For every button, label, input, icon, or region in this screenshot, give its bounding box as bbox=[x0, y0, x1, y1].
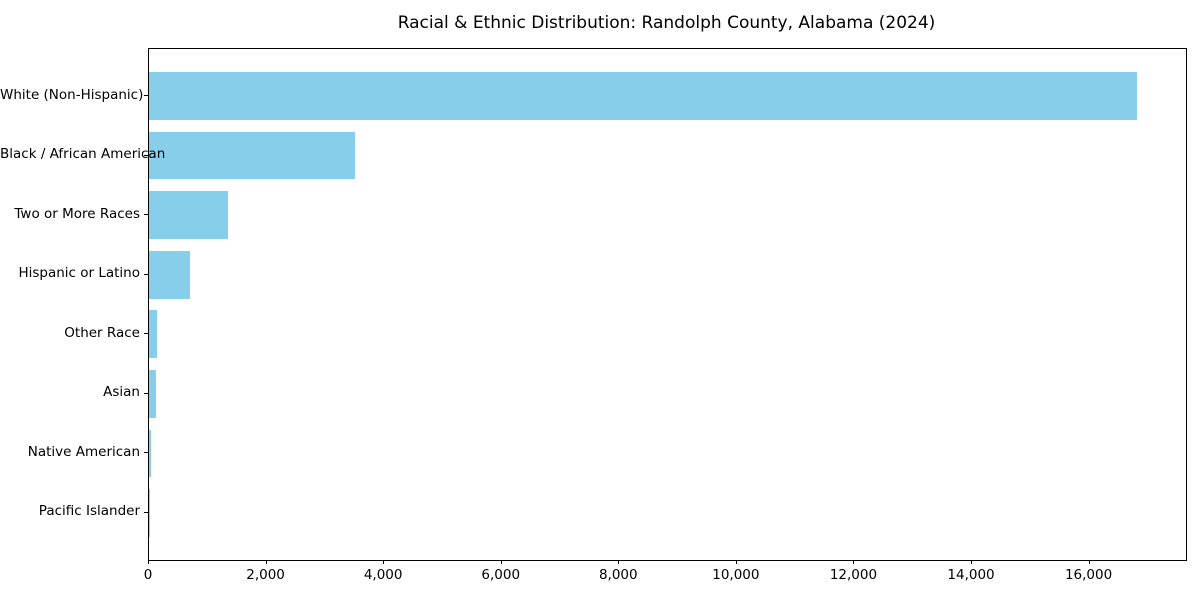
y-tick-label: Black / African American bbox=[0, 146, 166, 163]
x-tick-label: 4,000 bbox=[363, 567, 403, 583]
bar-hispanic-or-latino bbox=[149, 250, 190, 299]
y-tick-mark bbox=[144, 273, 148, 275]
y-tick-label: Other Race bbox=[64, 324, 140, 341]
x-tick-mark bbox=[1088, 560, 1090, 564]
y-tick-mark bbox=[144, 511, 148, 513]
x-tick-mark bbox=[735, 560, 737, 564]
bar-two-or-more-races bbox=[149, 191, 228, 239]
bar-pacific-islander bbox=[149, 489, 150, 537]
x-tick-mark bbox=[618, 560, 620, 564]
bar-white-non-hispanic bbox=[149, 72, 1137, 120]
y-tick-label: Two or More Races bbox=[14, 205, 140, 222]
x-tick-mark bbox=[853, 560, 855, 564]
y-tick-label: Native American bbox=[27, 443, 140, 460]
x-tick-mark bbox=[971, 560, 973, 564]
x-tick-label: 2,000 bbox=[246, 567, 285, 583]
bar-other-race bbox=[149, 310, 158, 359]
y-tick-label: Hispanic or Latino bbox=[18, 265, 140, 282]
bar-asian bbox=[149, 370, 157, 418]
x-tick-mark bbox=[383, 560, 385, 564]
bar-black-african-american bbox=[149, 131, 355, 180]
x-tick-label: 6,000 bbox=[481, 567, 521, 583]
x-tick-label: 0 bbox=[143, 567, 153, 583]
y-tick-label: Pacific Islander bbox=[38, 503, 140, 520]
y-tick-mark bbox=[144, 95, 148, 97]
x-tick-label: 10,000 bbox=[712, 567, 760, 583]
y-tick-mark bbox=[144, 333, 148, 335]
bar-native-american bbox=[149, 429, 151, 478]
y-tick-mark bbox=[144, 452, 148, 454]
x-tick-label: 16,000 bbox=[1064, 567, 1113, 583]
x-tick-mark bbox=[500, 560, 502, 564]
x-tick-label: 14,000 bbox=[947, 567, 995, 583]
x-tick-label: 8,000 bbox=[598, 567, 638, 583]
y-tick-mark bbox=[144, 214, 148, 216]
y-tick-label: White (Non-Hispanic) bbox=[0, 86, 144, 103]
y-tick-label: Asian bbox=[103, 384, 140, 401]
y-tick-mark bbox=[144, 154, 148, 156]
x-tick-mark bbox=[148, 560, 149, 564]
y-tick-mark bbox=[144, 392, 148, 394]
plot-area bbox=[148, 48, 1187, 561]
chart-title: Racial & Ethnic Distribution: Randolph C… bbox=[397, 13, 936, 33]
x-tick-mark bbox=[265, 560, 267, 564]
x-tick-label: 12,000 bbox=[829, 567, 878, 583]
